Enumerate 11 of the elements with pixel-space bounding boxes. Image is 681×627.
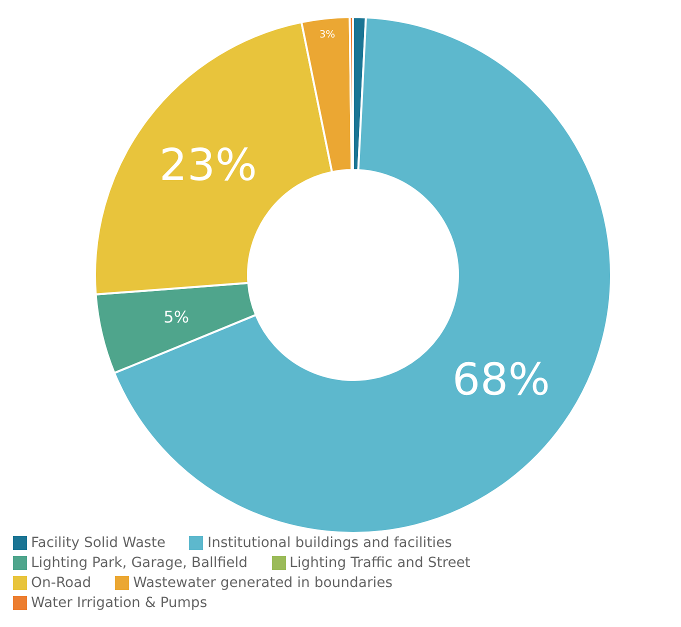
data-label: 23%: [159, 140, 258, 192]
legend-label: Institutional buildings and facilities: [207, 535, 452, 551]
legend-label: Water Irrigation & Pumps: [31, 595, 208, 611]
data-label: 5%: [164, 307, 190, 326]
data-label: 3%: [319, 29, 336, 40]
legend-label: Wastewater generated in boundaries: [133, 575, 393, 591]
data-label: 68%: [452, 354, 550, 406]
legend-label: On-Road: [31, 575, 92, 591]
legend-label: Lighting Traffic and Street: [290, 555, 470, 571]
legend-label: Lighting Park, Garage, Ballfield: [31, 555, 248, 571]
legend-label: Facility Solid Waste: [31, 535, 166, 551]
